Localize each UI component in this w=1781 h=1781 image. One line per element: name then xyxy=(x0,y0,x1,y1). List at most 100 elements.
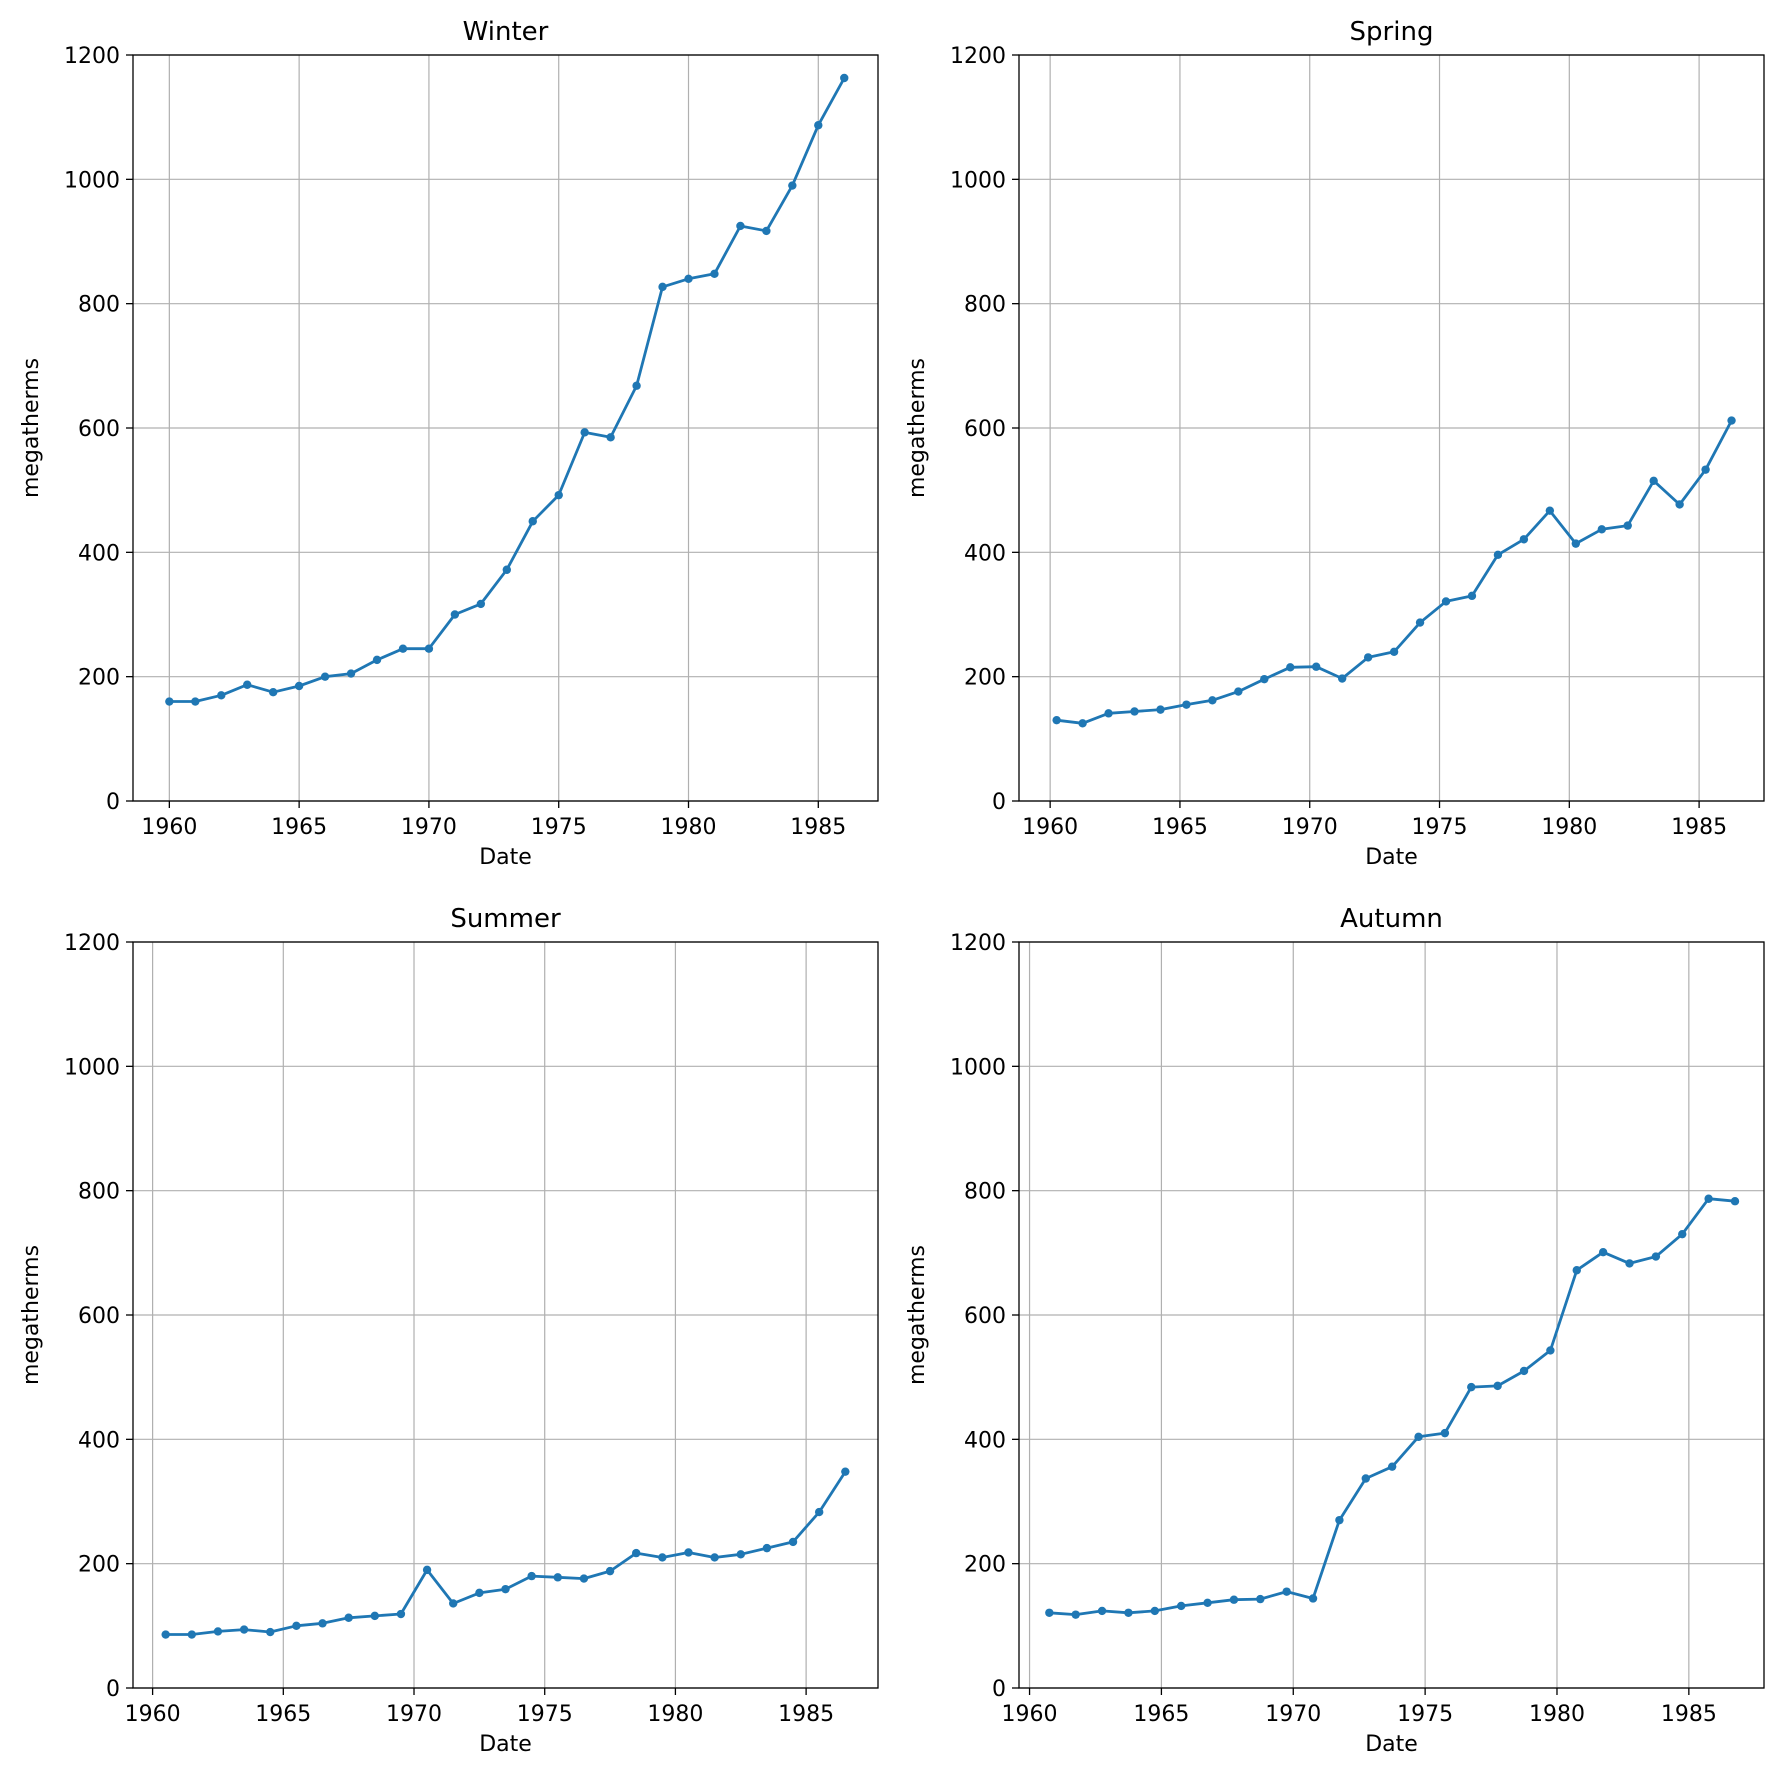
data-point xyxy=(1387,1462,1397,1471)
data-point xyxy=(1519,535,1529,544)
y-tick-label: 1000 xyxy=(950,168,1006,193)
data-point xyxy=(292,1621,301,1631)
subplot-winter: 1960 1965 1970 1975 1980 1985 0 200 400 600 800 100… xyxy=(19,17,879,870)
data-point xyxy=(396,1609,406,1619)
y-tick-label: 800 xyxy=(964,293,1006,318)
data-point xyxy=(736,221,745,231)
x-tick-label: 1965 xyxy=(1133,1702,1189,1727)
data-point xyxy=(1441,597,1451,606)
data-point xyxy=(1414,1432,1423,1442)
data-point xyxy=(1572,1266,1581,1275)
data-point xyxy=(1286,663,1295,672)
data-point xyxy=(1546,1346,1555,1355)
x-axis-label: Date xyxy=(479,1732,532,1757)
data-point xyxy=(1130,707,1139,716)
data-point xyxy=(1493,550,1503,560)
data-point xyxy=(1704,1194,1713,1203)
data-point xyxy=(1335,1515,1344,1525)
x-tick-label: 1965 xyxy=(271,815,327,840)
data-point xyxy=(422,1565,432,1575)
data-point xyxy=(1156,705,1165,714)
data-point xyxy=(217,691,226,700)
data-point xyxy=(527,1571,536,1581)
data-point xyxy=(370,1611,379,1621)
data-point xyxy=(1234,687,1243,696)
data-point xyxy=(684,274,693,283)
data-point xyxy=(1124,1608,1133,1617)
data-point xyxy=(580,428,589,437)
data-point xyxy=(449,1599,458,1608)
y-tick-label: 800 xyxy=(964,1180,1006,1205)
data-point xyxy=(1701,465,1710,474)
y-tick-label: 0 xyxy=(992,790,1006,815)
x-tick-label: 1960 xyxy=(1002,1702,1058,1727)
x-tick-label: 1980 xyxy=(647,1702,703,1727)
y-tick-label: 200 xyxy=(964,1553,1006,1578)
data-point xyxy=(243,680,252,689)
data-point xyxy=(346,669,356,678)
data-point xyxy=(1208,696,1217,705)
y-tick-label: 1000 xyxy=(64,168,120,193)
y-tick-label: 600 xyxy=(964,1304,1006,1329)
data-point xyxy=(1308,1594,1318,1603)
data-point xyxy=(1675,500,1684,509)
data-point xyxy=(632,381,641,390)
data-point xyxy=(1229,1595,1239,1604)
data-point xyxy=(710,269,719,279)
x-tick-label: 1980 xyxy=(1529,1702,1585,1727)
x-tick-label: 1970 xyxy=(1282,815,1338,840)
data-point xyxy=(528,517,537,526)
x-tick-label: 1985 xyxy=(1671,815,1727,840)
y-axis-label: megatherms xyxy=(905,1245,930,1385)
data-point xyxy=(239,1625,249,1634)
data-point xyxy=(606,433,615,442)
y-tick-label: 200 xyxy=(964,666,1006,691)
data-point xyxy=(1052,715,1061,725)
y-tick-label: 400 xyxy=(964,541,1006,566)
data-point xyxy=(1467,1382,1476,1392)
data-point xyxy=(502,565,511,574)
data-point xyxy=(1415,618,1425,627)
x-tick-label: 1960 xyxy=(141,815,197,840)
x-tick-label: 1970 xyxy=(386,1702,442,1727)
subplot-spring: 1960 1965 1970 1975 1980 1985 0 200 400 600 800 100… xyxy=(905,17,1765,870)
axes-frame xyxy=(1018,941,1765,1689)
data-point xyxy=(1071,1610,1080,1619)
subplot-summer: 1960 1965 1970 1975 1980 1985 0 200 400 600 800 100… xyxy=(19,904,879,1757)
y-tick-label: 200 xyxy=(78,1553,120,1578)
data-point xyxy=(1649,476,1658,486)
data-point xyxy=(475,1588,484,1598)
data-point xyxy=(1104,709,1113,718)
x-tick-label: 1975 xyxy=(531,815,587,840)
data-point xyxy=(762,1543,772,1553)
data-point xyxy=(1678,1229,1687,1239)
y-tick-label: 400 xyxy=(78,1428,120,1453)
data-point xyxy=(268,688,278,697)
data-point xyxy=(579,1574,589,1583)
x-tick-label: 1985 xyxy=(790,815,846,840)
data-point xyxy=(501,1584,510,1594)
data-point xyxy=(788,1537,798,1547)
x-tick-label: 1980 xyxy=(1541,815,1597,840)
data-point xyxy=(1282,1587,1291,1596)
y-tick-label: 800 xyxy=(78,293,120,318)
data-point xyxy=(1045,1608,1054,1617)
data-point xyxy=(658,1553,667,1562)
data-point xyxy=(1389,647,1399,656)
x-tick-label: 1970 xyxy=(1265,1702,1321,1727)
y-tick-label: 1200 xyxy=(950,931,1006,956)
y-tick-label: 1200 xyxy=(64,931,120,956)
data-point xyxy=(266,1627,275,1637)
x-axis-label: Date xyxy=(1365,845,1418,870)
data-point xyxy=(788,181,797,190)
data-point xyxy=(1730,1197,1740,1206)
data-point xyxy=(191,697,200,706)
data-point xyxy=(710,1553,719,1562)
data-point xyxy=(1571,539,1581,548)
data-point xyxy=(1440,1428,1450,1438)
data-point xyxy=(1078,719,1087,728)
x-tick-label: 1975 xyxy=(1397,1702,1453,1727)
data-point xyxy=(476,599,486,609)
y-tick-label: 600 xyxy=(78,1304,120,1329)
y-tick-label: 600 xyxy=(78,417,120,442)
